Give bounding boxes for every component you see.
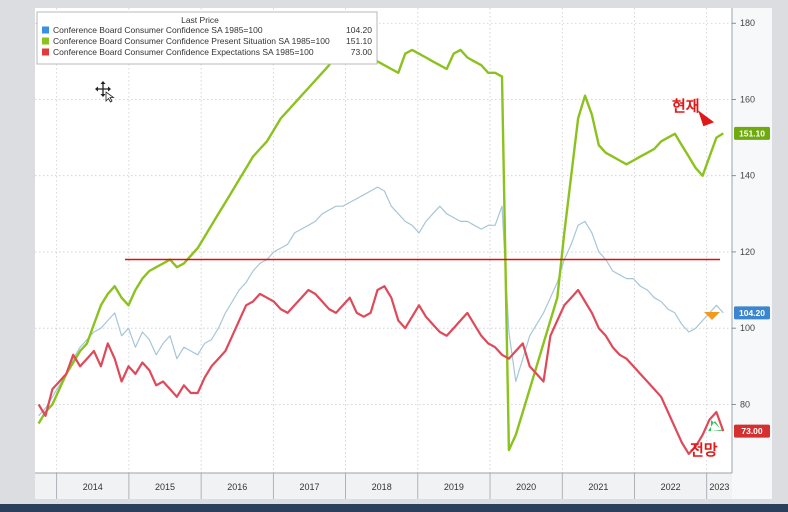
last-price-tag-label: 151.10	[739, 128, 765, 138]
x-axis: 2014 2015 2016 2017 2018 2019 2020 2021 2022 2023	[35, 472, 732, 499]
move-cursor-icon	[95, 81, 115, 103]
last-price-tag-2: 73.00	[734, 424, 770, 438]
legend-entry: Conference Board Consumer Confidence Pre…	[42, 36, 372, 46]
x-axis-band	[35, 473, 732, 499]
plot-background	[35, 8, 732, 473]
last-price-tag-1: 151.10	[734, 126, 770, 140]
x-tick-label: 2016	[227, 482, 247, 492]
x-tick-label: 2021	[588, 482, 608, 492]
series-line-0	[38, 186, 724, 417]
y-tick-label: 140	[740, 171, 755, 181]
x-tick-label: 2015	[155, 482, 175, 492]
legend-entry-name: Conference Board Consumer Confidence Pre…	[53, 36, 330, 46]
y-tick-label: 180	[740, 18, 755, 28]
legend-swatch	[42, 37, 49, 45]
legend-box	[36, 11, 378, 65]
legend-entry-name: Conference Board Consumer Confidence Exp…	[53, 47, 314, 57]
legend-swatch	[42, 48, 49, 56]
x-tick-label: 2023	[709, 482, 729, 492]
series-lines	[37, 44, 725, 455]
legend-entry-value: 73.00	[351, 47, 373, 57]
series-line-1	[37, 44, 724, 452]
markers: 104.20 151.10 73.00	[698, 110, 770, 438]
legend-entry-value: 104.20	[346, 25, 372, 35]
legend-entry-name: Conference Board Consumer Confidence SA …	[53, 25, 263, 35]
y-tick-label: 100	[740, 323, 755, 333]
y-tick-label: 120	[740, 247, 755, 257]
legend-entries: Conference Board Consumer Confidence SA …	[42, 25, 372, 57]
x-tick-label: 2019	[444, 482, 464, 492]
legend-title: Last Price	[181, 15, 219, 25]
last-price-tag-label: 73.00	[741, 426, 763, 436]
legend-entry: Conference Board Consumer Confidence Exp…	[42, 47, 372, 57]
y-tick-label: 160	[740, 94, 755, 104]
last-price-tag-0: 104.20	[734, 306, 770, 320]
x-tick-label: 2020	[516, 482, 536, 492]
last-price-tag-bg	[734, 126, 770, 140]
last-price-tag-label: 104.20	[739, 308, 765, 318]
series-line-2	[37, 285, 725, 455]
annotation-outlook: 전망	[690, 441, 718, 459]
y-tick-label: 80	[740, 399, 750, 409]
last-price-tag-bg	[734, 424, 770, 438]
y-axis: 80 100 120 140 160 180	[731, 8, 772, 499]
legend-entry-value: 151.10	[346, 36, 372, 46]
bottom-bar	[0, 504, 788, 512]
last-price-tag-bg	[734, 306, 770, 320]
x-tick-label: 2017	[299, 482, 319, 492]
y-axis-band	[732, 8, 772, 499]
legend: Last Price Conference Board Consumer Con…	[36, 11, 378, 65]
annotation-now: 현재	[672, 97, 700, 115]
x-tick-label: 2018	[372, 482, 392, 492]
x-tick-label: 2014	[83, 482, 103, 492]
legend-entry: Conference Board Consumer Confidence SA …	[42, 25, 372, 35]
x-tick-label: 2022	[661, 482, 681, 492]
red-down-arrow-icon	[698, 110, 715, 127]
orange-down-triangle-icon	[704, 312, 720, 320]
green-up-arrow-icon	[708, 420, 722, 431]
legend-swatch	[42, 26, 49, 34]
